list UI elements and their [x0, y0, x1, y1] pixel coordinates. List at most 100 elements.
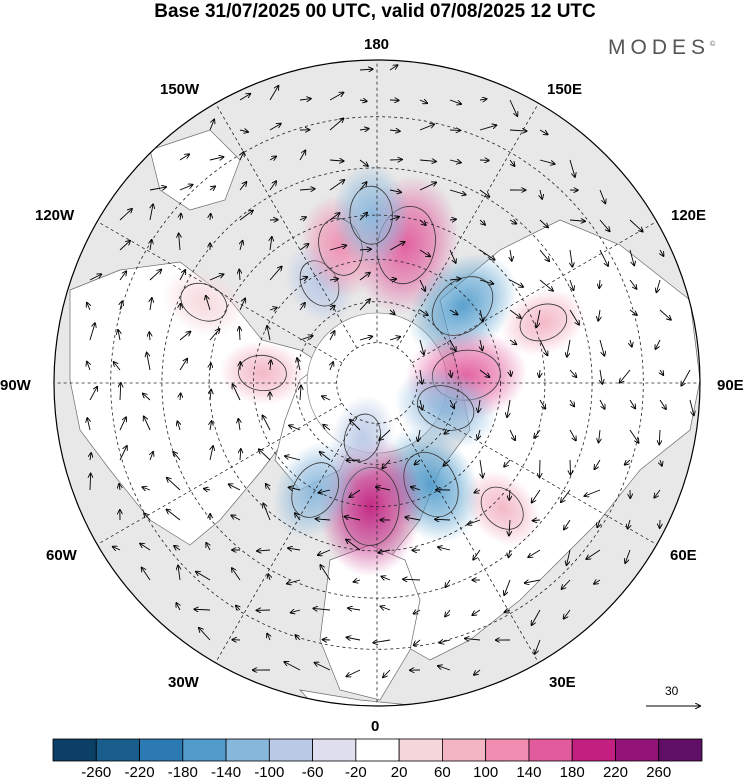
colorbar-tick-label: -100: [254, 764, 285, 781]
wind-arrow-icon: [474, 669, 481, 675]
wind-arrow-icon: [347, 637, 361, 640]
map-border: [53, 59, 701, 707]
wind-arrow-icon: [509, 519, 510, 535]
wind-arrow-icon: [570, 279, 573, 290]
wind-arrow-icon: [90, 474, 91, 491]
wind-arrow-icon: [346, 539, 361, 551]
wind-arrow-icon: [239, 130, 248, 132]
wind-arrow-icon: [509, 309, 521, 318]
wind-arrow-icon: [450, 369, 451, 377]
wind-arrow-icon: [289, 425, 301, 431]
wind-arrow-icon: [359, 273, 370, 281]
wind-arrow-icon: [345, 517, 361, 521]
wind-arrow-icon: [539, 159, 555, 164]
copyright-mark: ©: [710, 41, 716, 48]
colorbar-tick-label: 140: [516, 764, 542, 781]
wind-arrow-icon: [167, 510, 181, 521]
wind-arrow-icon: [322, 396, 331, 400]
colorbar-swatch: [441, 738, 487, 762]
wind-arrow-icon: [509, 99, 517, 116]
wind-arrow-icon: [468, 519, 481, 524]
anomaly-contour: [480, 486, 524, 530]
wind-arrow-icon: [449, 249, 456, 263]
wind-arrow-icon: [599, 429, 600, 443]
wind-arrow-icon: [390, 310, 395, 314]
wind-arrow-icon: [419, 100, 427, 103]
wind-arrow-icon: [323, 425, 331, 431]
wind-arrow-icon: [533, 520, 541, 521]
anomaly-contour: [238, 354, 287, 392]
meridian-line: [86, 402, 343, 551]
wind-arrow-icon: [449, 189, 466, 195]
wind-arrow-icon: [389, 279, 396, 280]
wind-arrow-icon: [330, 306, 335, 310]
wind-arrow-icon: [176, 603, 180, 611]
wind-arrow-icon: [567, 339, 571, 357]
wind-arrow-icon: [570, 459, 571, 475]
wind-arrow-icon: [599, 219, 610, 231]
wind-arrow-icon: [313, 608, 331, 610]
wind-arrow-icon: [119, 446, 127, 461]
wind-arrow-icon: [569, 369, 576, 377]
wind-arrow-icon: [389, 242, 405, 251]
wind-arrow-icon: [206, 543, 210, 551]
wind-arrow-icon: [299, 277, 307, 280]
wind-arrow-icon: [465, 638, 481, 640]
wind-arrow-icon: [349, 489, 361, 497]
wind-arrow-icon: [419, 160, 436, 161]
anomaly-blob: [501, 288, 586, 356]
colorbar-tick-label: -220: [124, 764, 155, 781]
anomaly-blob: [464, 470, 541, 547]
wind-arrow-icon: [320, 565, 331, 581]
colorbar-swatch: [658, 738, 703, 762]
wind-arrow-icon: [267, 634, 270, 641]
wind-arrow-icon: [599, 249, 608, 266]
wind-arrow-icon: [140, 544, 151, 551]
wind-arrow-icon: [473, 549, 481, 560]
wind-arrow-icon: [379, 429, 391, 440]
wind-arrow-icon: [239, 270, 240, 281]
wind-arrow-icon: [240, 152, 244, 161]
wind-arrow-icon: [599, 279, 600, 288]
wind-arrow-icon: [479, 99, 487, 100]
wind-arrow-icon: [150, 240, 152, 251]
wind-arrow-icon: [210, 446, 213, 461]
wind-arrow-icon: [287, 579, 301, 584]
wind-arrow-icon: [539, 129, 548, 134]
wind-arrow-icon: [144, 416, 151, 431]
modes-logo: MODES©: [608, 36, 715, 60]
wind-arrow-icon: [656, 279, 661, 292]
colorbar-tick-label: 180: [559, 764, 585, 781]
wind-arrow-icon: [389, 130, 400, 131]
wind-arrow-icon: [480, 459, 483, 478]
colorbar-swatch: [225, 738, 270, 762]
wind-arrow-icon: [564, 519, 571, 530]
wind-arrow-icon: [509, 489, 510, 500]
wind-arrow-icon: [660, 369, 663, 375]
wind-arrow-icon: [597, 519, 600, 527]
wind-arrow-icon: [435, 519, 451, 520]
colorbar-swatch: [312, 738, 357, 762]
wind-arrow-icon: [206, 296, 211, 311]
wind-arrow-icon: [660, 459, 662, 466]
wind-arrow-icon: [532, 609, 541, 625]
wind-arrow-icon: [269, 308, 277, 310]
wind-arrow-icon: [598, 309, 600, 321]
wind-arrow-icon: [479, 219, 485, 225]
wind-vectors: [87, 65, 694, 677]
wind-arrow-icon: [655, 339, 661, 349]
colorbar-tick-label: -20: [345, 764, 367, 781]
wind-arrow-icon: [142, 568, 151, 581]
wind-arrow-icon: [449, 279, 461, 280]
wind-arrow-icon: [210, 390, 211, 401]
wind-arrow-icon: [411, 487, 421, 490]
wind-arrow-icon: [539, 279, 553, 291]
wind-arrow-icon: [625, 459, 631, 465]
latitude-circle: [295, 301, 459, 465]
wind-arrow-icon: [420, 369, 422, 384]
wind-arrow-icon: [87, 303, 90, 311]
colorbar-tick-label: 60: [434, 764, 451, 781]
colorbar-tick-label: 100: [473, 764, 499, 781]
wind-arrow-icon: [478, 399, 480, 412]
wind-arrow-icon: [532, 489, 541, 503]
